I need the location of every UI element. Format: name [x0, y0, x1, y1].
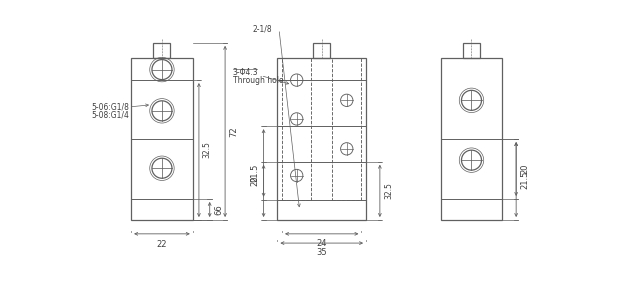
Text: 32.5: 32.5	[203, 142, 212, 159]
Text: 5-08:G1/4: 5-08:G1/4	[91, 111, 129, 120]
Text: 5-06:G1/8: 5-06:G1/8	[91, 103, 129, 111]
Bar	[313, 43, 330, 58]
Bar	[282, 58, 311, 200]
Text: 24: 24	[316, 239, 327, 248]
Text: 20: 20	[250, 176, 259, 186]
Text: 2-1/8: 2-1/8	[252, 24, 272, 34]
Text: 35: 35	[316, 248, 327, 257]
Text: 32.5: 32.5	[384, 182, 394, 199]
Bar	[441, 58, 502, 220]
Bar	[332, 58, 362, 200]
Text: 20: 20	[521, 164, 530, 174]
Text: 21.5: 21.5	[250, 164, 259, 182]
Text: Through hole: Through hole	[233, 76, 284, 85]
Text: 22: 22	[157, 240, 167, 249]
Bar	[277, 58, 366, 220]
Bar	[463, 43, 480, 58]
Text: 21.5: 21.5	[521, 170, 530, 189]
Text: 66: 66	[214, 204, 223, 215]
Text: 72: 72	[230, 126, 239, 137]
Bar	[131, 58, 193, 220]
Bar	[153, 43, 171, 58]
Text: 3-Φ4.3: 3-Φ4.3	[233, 68, 258, 77]
